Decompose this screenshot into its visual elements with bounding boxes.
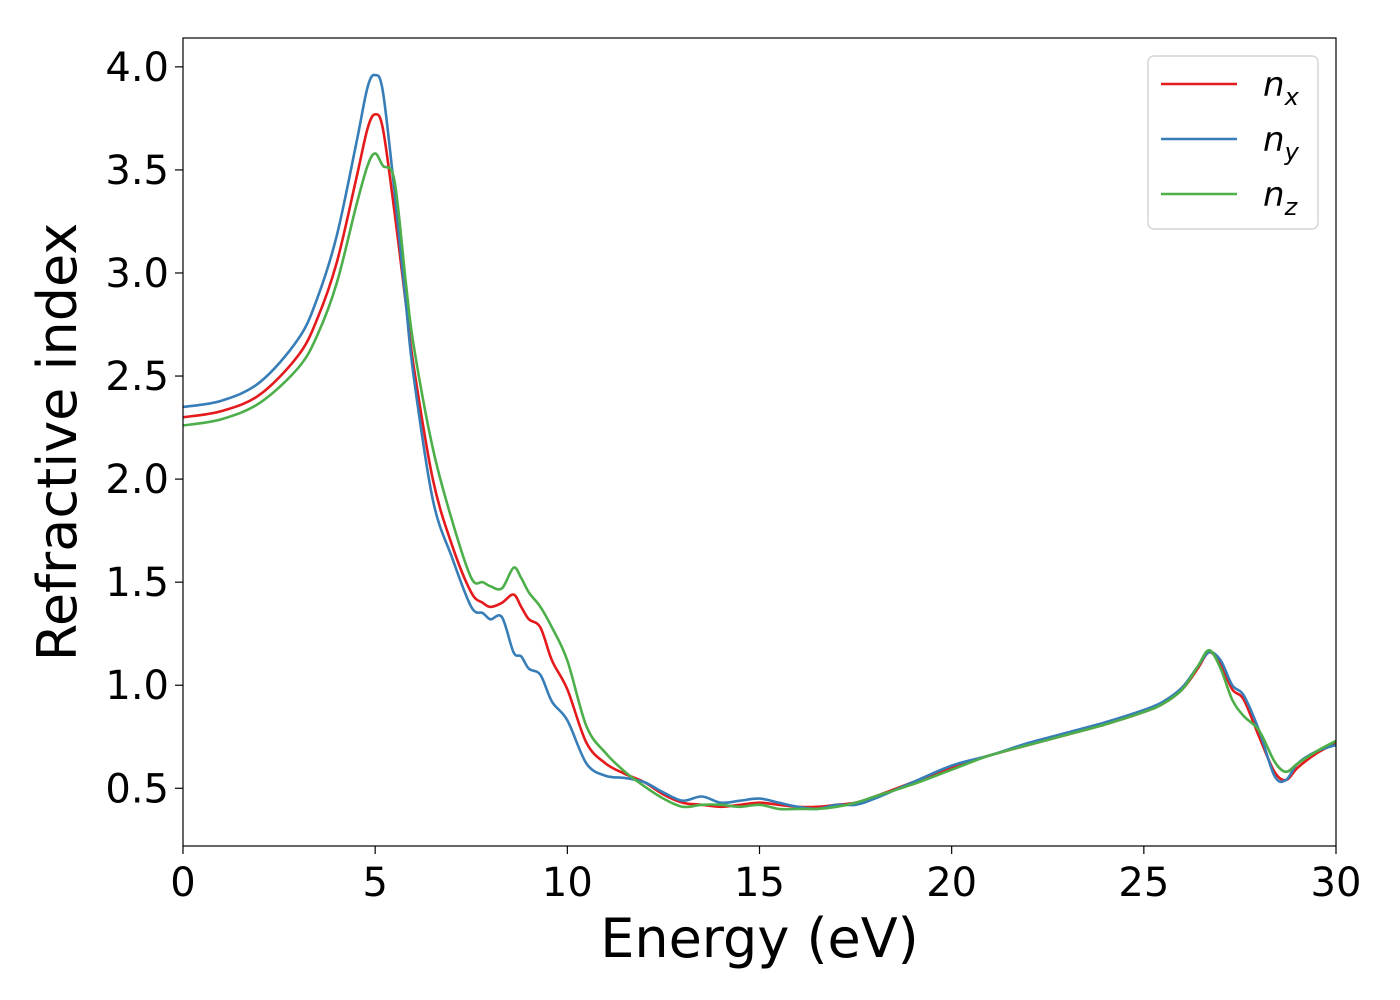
y-tick-label: 4.0: [105, 45, 169, 91]
x-tick-label: 15: [734, 860, 785, 906]
x-tick-label: 20: [926, 860, 977, 906]
series-line-nz: [183, 152, 1336, 811]
x-tick-label: 25: [1118, 860, 1169, 906]
y-axis-ticks: 0.5 1.0 1.5 2.0 2.5 3.0 3.5 4.0: [105, 45, 183, 812]
y-tick-label: 0.5: [105, 766, 169, 812]
x-axis-label: Energy (eV): [600, 907, 919, 970]
legend-label-nx: nx: [1263, 65, 1300, 111]
y-tick-label: 2.0: [105, 457, 169, 503]
x-tick-label: 10: [542, 860, 593, 906]
y-tick-label: 2.5: [105, 354, 169, 400]
legend-box: [1147, 55, 1319, 230]
y-tick-label: 1.5: [105, 560, 169, 606]
y-tick-label: 3.0: [105, 251, 169, 297]
legend-label-nz: nz: [1263, 175, 1299, 221]
legend-label-ny: ny: [1263, 120, 1300, 166]
x-tick-label: 30: [1311, 860, 1362, 906]
y-tick-label: 1.0: [105, 663, 169, 709]
y-axis-label: Refractive index: [26, 223, 89, 662]
plot-lines: [183, 73, 1336, 811]
x-axis-ticks: 0 5 10 15 20 25 30: [170, 846, 1361, 906]
legend: nx ny nz: [1147, 55, 1319, 230]
y-tick-label: 3.5: [105, 148, 169, 194]
x-tick-label: 5: [362, 860, 387, 906]
x-tick-label: 0: [170, 860, 195, 906]
